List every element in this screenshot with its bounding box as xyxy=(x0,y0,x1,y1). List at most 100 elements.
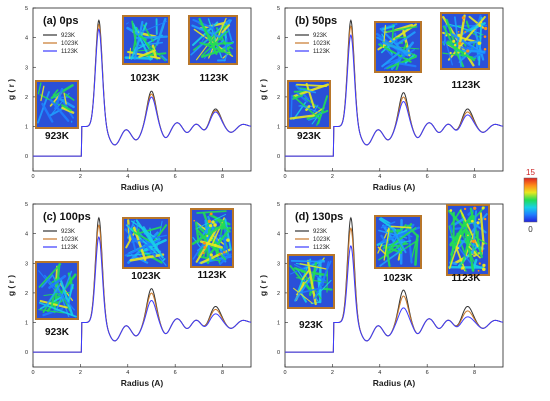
series-line-1123K xyxy=(33,236,252,353)
x-tick-label: 2 xyxy=(79,370,82,376)
x-tick-label: 4 xyxy=(378,370,381,376)
inset-label: 923K xyxy=(45,327,70,338)
panel-title: (a) 0ps xyxy=(43,15,78,27)
x-tick-label: 4 xyxy=(126,174,129,180)
inset-label: 923K xyxy=(299,320,324,331)
y-tick-label: 1 xyxy=(25,125,28,131)
inset-map xyxy=(440,12,490,70)
inset-label: 1023K xyxy=(383,273,413,284)
y-axis-label: g ( r ) xyxy=(258,79,268,100)
legend: 923K 1023K 1123K xyxy=(295,33,330,55)
y-tick-label: 4 xyxy=(25,232,28,238)
inset-label: 1123K xyxy=(452,80,482,91)
colorbar-gradient xyxy=(523,177,538,223)
y-tick-label: 1 xyxy=(277,321,280,327)
x-tick-label: 0 xyxy=(283,174,286,180)
legend-entry: 1023K xyxy=(61,41,78,47)
inset-label: 1123K xyxy=(452,273,482,284)
y-axis-label: g ( r ) xyxy=(6,275,16,296)
inset-label: 1023K xyxy=(130,73,160,84)
chart-panel-3: 0 2 4 6 8 0 1 2 3 4 5 Radius (A) g ( r ) (c) 100ps 923… xyxy=(6,202,252,388)
y-tick-label: 0 xyxy=(277,154,280,160)
chart-panel-2: 0 2 4 6 8 0 1 2 3 4 5 Radius (A) g ( r ) (b) 50ps 923K… xyxy=(258,6,504,192)
legend: 923K 1023K 1123K xyxy=(295,229,330,251)
y-tick-label: 5 xyxy=(25,6,28,12)
x-tick-label: 4 xyxy=(378,174,381,180)
legend-entry: 1123K xyxy=(61,49,78,55)
chart-panel-4: 0 2 4 6 8 0 1 2 3 4 5 Radius (A) g ( r ) (d) 130ps 923… xyxy=(258,202,504,388)
y-tick-label: 1 xyxy=(277,125,280,131)
y-tick-label: 2 xyxy=(277,291,280,297)
x-tick-label: 8 xyxy=(473,370,476,376)
inset-label: 1023K xyxy=(131,271,161,282)
inset-map xyxy=(122,15,170,65)
x-tick-label: 0 xyxy=(283,370,286,376)
inset-label: 1023K xyxy=(383,75,413,86)
inset-map xyxy=(122,217,170,269)
y-tick-label: 1 xyxy=(25,321,28,327)
legend-entry: 1123K xyxy=(313,49,330,55)
x-axis-label: Radius (A) xyxy=(373,378,416,388)
x-axis-label: Radius (A) xyxy=(121,378,164,388)
y-tick-label: 0 xyxy=(25,350,28,356)
x-tick-label: 2 xyxy=(331,174,334,180)
inset-map xyxy=(35,261,79,320)
x-tick-label: 8 xyxy=(221,370,224,376)
panel-title: (b) 50ps xyxy=(295,15,337,27)
legend-entry: 923K xyxy=(61,33,75,39)
y-tick-label: 0 xyxy=(25,154,28,160)
inset-map xyxy=(287,254,335,309)
panel-title: (c) 100ps xyxy=(43,211,91,223)
legend-entry: 1123K xyxy=(313,245,330,251)
chart-panel-1: 0 2 4 6 8 0 1 2 3 4 5 Radius (A) g ( r ) (a) 0ps 923K 1… xyxy=(6,6,252,192)
x-tick-label: 6 xyxy=(426,370,429,376)
legend-entry: 923K xyxy=(313,229,327,235)
y-axis-label: g ( r ) xyxy=(6,79,16,100)
legend-entry: 923K xyxy=(61,229,75,235)
x-tick-label: 6 xyxy=(174,370,177,376)
y-tick-label: 5 xyxy=(277,6,280,12)
series-line-1123K xyxy=(285,34,504,157)
legend-entry: 1123K xyxy=(61,245,78,251)
inset-label: 1123K xyxy=(200,73,230,84)
legend-entry: 1023K xyxy=(313,237,330,243)
inset-label: 923K xyxy=(45,131,70,142)
x-tick-label: 4 xyxy=(126,370,129,376)
x-tick-label: 6 xyxy=(426,174,429,180)
y-tick-label: 3 xyxy=(25,65,28,71)
y-tick-label: 4 xyxy=(277,36,280,42)
inset-map xyxy=(374,215,422,269)
x-tick-label: 2 xyxy=(331,370,334,376)
x-tick-label: 8 xyxy=(221,174,224,180)
x-tick-label: 6 xyxy=(174,174,177,180)
legend-entry: 1023K xyxy=(313,41,330,47)
series-line-1123K xyxy=(285,245,504,353)
x-tick-label: 2 xyxy=(79,174,82,180)
legend-entry: 1023K xyxy=(61,237,78,243)
legend: 923K 1023K 1123K xyxy=(43,229,78,251)
inset-map xyxy=(188,15,238,65)
y-tick-label: 4 xyxy=(25,36,28,42)
colorbar-min-label: 0 xyxy=(528,225,533,234)
legend-entry: 923K xyxy=(313,33,327,39)
colorbar-max-label: 15 xyxy=(526,168,535,177)
y-tick-label: 3 xyxy=(25,261,28,267)
x-tick-label: 0 xyxy=(31,174,34,180)
y-tick-label: 2 xyxy=(25,95,28,101)
inset-map xyxy=(35,80,79,129)
series-line-1123K xyxy=(33,28,252,157)
inset-map xyxy=(374,21,422,73)
colorbar: 15 0 xyxy=(523,168,538,234)
inset-map xyxy=(287,80,331,129)
y-tick-label: 2 xyxy=(25,291,28,297)
y-axis-label: g ( r ) xyxy=(258,275,268,296)
legend: 923K 1023K 1123K xyxy=(43,33,78,55)
y-tick-label: 5 xyxy=(277,202,280,208)
inset-map xyxy=(190,208,234,268)
panel-title: (d) 130ps xyxy=(295,211,343,223)
inset-label: 923K xyxy=(297,131,322,142)
y-tick-label: 3 xyxy=(277,261,280,267)
y-tick-label: 0 xyxy=(277,350,280,356)
y-tick-label: 3 xyxy=(277,65,280,71)
